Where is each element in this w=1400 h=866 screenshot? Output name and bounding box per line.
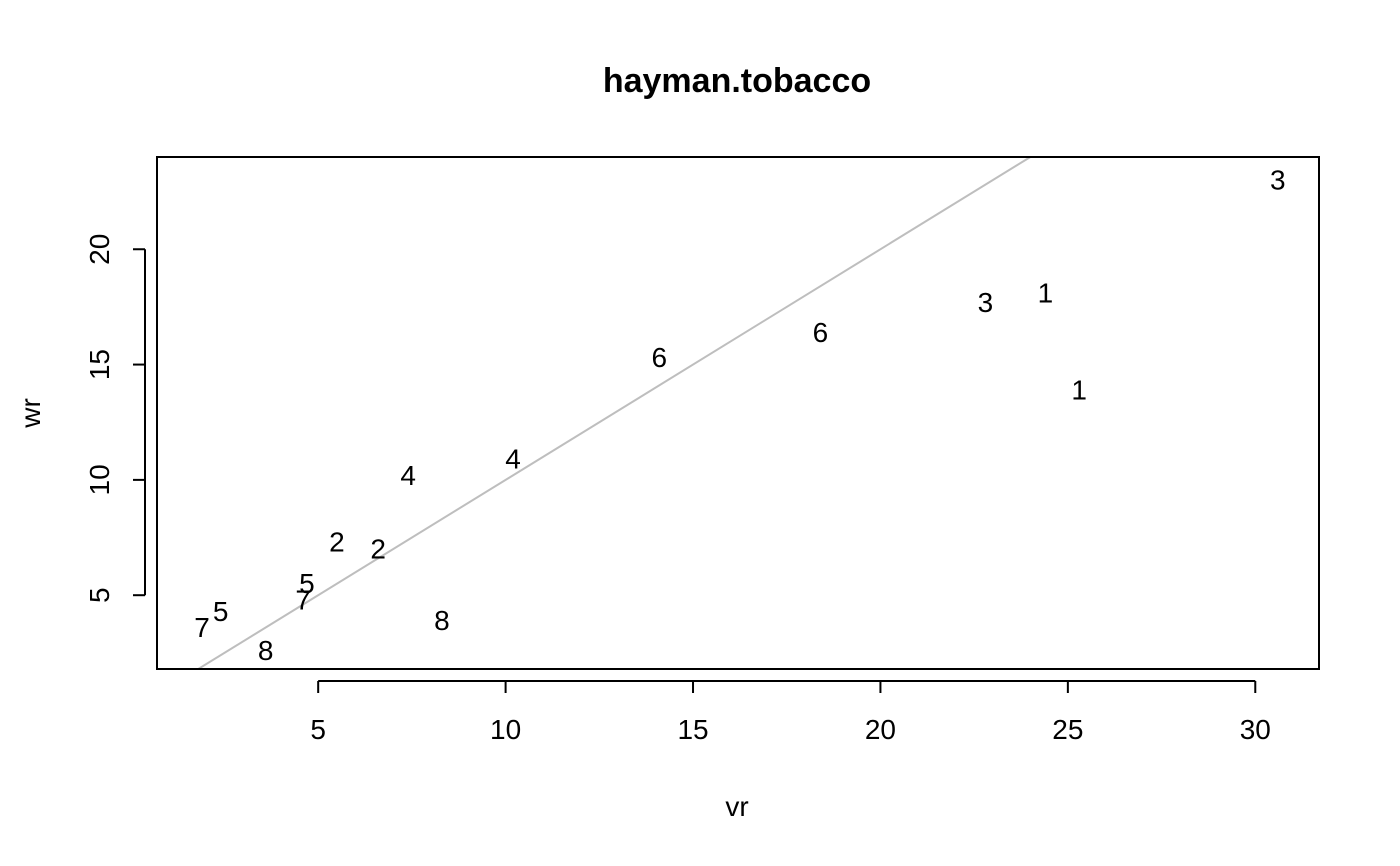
point-label: 4 — [505, 444, 521, 475]
point-label: 3 — [978, 287, 994, 318]
point-label: 8 — [258, 635, 274, 666]
reference-line — [196, 157, 1033, 669]
y-axis: 5 10 15 20 — [84, 234, 146, 603]
x-axis-label: vr — [725, 791, 748, 822]
x-tick-label: 5 — [310, 714, 326, 745]
point-label: 3 — [1270, 165, 1286, 196]
plot-frame — [156, 156, 1320, 670]
point-label: 7 — [295, 584, 311, 615]
point-label: 1 — [1071, 374, 1087, 405]
chart-title: hayman.tobacco — [603, 62, 871, 100]
point-label: 5 — [299, 568, 315, 599]
y-tick-label: 5 — [84, 587, 115, 603]
y-tick-label: 20 — [84, 234, 115, 265]
y-axis-label: wr — [15, 398, 46, 429]
y-tick-label: 15 — [84, 349, 115, 380]
point-label: 7 — [194, 612, 210, 643]
y-tick-label: 10 — [84, 464, 115, 495]
point-label: 1 — [1038, 278, 1054, 309]
point-label: 4 — [400, 460, 416, 491]
point-label: 2 — [370, 534, 386, 565]
x-axis: 5 10 15 20 25 30 — [310, 680, 1271, 745]
x-tick-label: 20 — [865, 714, 896, 745]
point-label: 5 — [213, 596, 229, 627]
point-label: 6 — [651, 342, 667, 373]
point-label: 8 — [434, 605, 450, 636]
point-label: 6 — [813, 317, 829, 348]
x-tick-label: 25 — [1052, 714, 1083, 745]
x-tick-label: 10 — [490, 714, 521, 745]
x-tick-label: 15 — [677, 714, 708, 745]
x-tick-label: 30 — [1240, 714, 1271, 745]
point-label: 2 — [329, 527, 345, 558]
